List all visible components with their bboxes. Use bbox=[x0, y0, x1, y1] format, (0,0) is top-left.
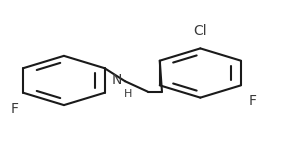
Text: Cl: Cl bbox=[193, 24, 207, 38]
Text: N: N bbox=[112, 73, 122, 87]
Text: H: H bbox=[124, 89, 132, 99]
Text: F: F bbox=[11, 102, 19, 116]
Text: F: F bbox=[248, 94, 256, 108]
